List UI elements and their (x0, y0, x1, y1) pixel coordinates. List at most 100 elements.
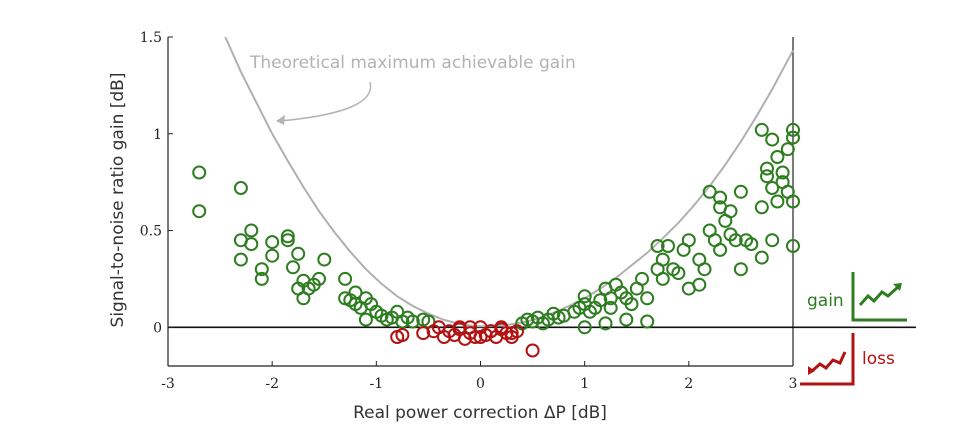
gain-data-point (754, 122, 769, 137)
gain-data-point (786, 194, 800, 209)
loss-data-point (452, 322, 467, 337)
gain-data-point (233, 252, 248, 267)
gain-data-point (760, 169, 774, 184)
y-tick-label: 1 (153, 127, 162, 143)
gain-data-point (244, 223, 259, 238)
loss-trend-icon (800, 333, 855, 386)
loss-data-point (483, 324, 498, 339)
loss-arrowhead-icon (808, 366, 815, 375)
gain-data-point (765, 181, 780, 195)
annotation-arrowhead (276, 115, 285, 125)
gain-data-point (358, 312, 373, 327)
gain-data-point (681, 233, 696, 248)
gain-data-point (650, 239, 665, 253)
loss-legend: loss (800, 333, 895, 386)
gain-data-point (233, 181, 248, 195)
gain-data-point (338, 271, 353, 286)
gain-data-point (244, 237, 259, 252)
gain-data-point (728, 233, 743, 248)
gain-data-point (577, 320, 592, 335)
gain-data-point (671, 266, 686, 281)
gain-data-point (661, 239, 675, 253)
gain-data-point (603, 291, 618, 306)
gain-arrowhead-icon (893, 283, 902, 291)
gain-data-point (192, 165, 207, 180)
y-axis-ticks: 0 0.5 1 1.5 (140, 30, 173, 336)
gain-data-point (765, 132, 780, 147)
x-tick-label: -1 (370, 376, 384, 392)
data-points (192, 122, 800, 358)
y-tick-label: 0 (153, 320, 162, 336)
loss-data-point (431, 320, 446, 335)
gain-legend-label: gain (807, 291, 844, 311)
gain-data-point (577, 289, 592, 304)
gain-data-point (780, 142, 795, 157)
loss-data-point (525, 343, 540, 358)
gain-data-point (280, 229, 295, 244)
y-axis-label: Signal-to-noise ratio gain [dB] (108, 73, 128, 328)
axes-frame (167, 37, 794, 367)
annotation-arrow (279, 81, 372, 122)
gain-data-point (640, 291, 655, 306)
gain-data-point (754, 250, 769, 265)
gain-data-point (786, 239, 800, 253)
gain-trend-icon (851, 272, 907, 322)
gain-data-point (254, 271, 269, 286)
gain-data-point (754, 200, 769, 215)
x-tick-label: 2 (684, 376, 693, 392)
gain-data-point (405, 314, 420, 329)
x-tick-label: -3 (161, 376, 175, 392)
gain-data-point (655, 271, 670, 286)
gain-data-point (702, 184, 717, 199)
gain-data-point (192, 204, 207, 219)
gain-data-point (593, 293, 608, 308)
gain-data-point (635, 271, 649, 286)
gain-data-point (733, 184, 748, 199)
gain-legend: gain (807, 272, 907, 322)
gain-data-point (254, 262, 269, 277)
gain-data-point (786, 122, 800, 137)
loss-zigzag-icon (811, 351, 847, 373)
gain-data-point (713, 242, 728, 257)
gain-data-point (765, 233, 780, 248)
gain-data-point (291, 246, 306, 261)
y-tick-label: 0.5 (140, 224, 162, 240)
gain-data-point (713, 190, 728, 205)
gain-data-point (692, 277, 707, 292)
gain-data-point (265, 248, 280, 263)
loss-data-point (395, 328, 410, 342)
x-tick-label: 3 (789, 376, 798, 392)
gain-data-point (697, 262, 712, 277)
gain-data-point (603, 300, 618, 315)
x-axis-ticks: -3 -2 -1 0 1 2 3 (161, 361, 797, 392)
loss-legend-label: loss (862, 349, 895, 369)
gain-data-point (280, 233, 295, 248)
curve-annotation: Theoretical maximum achievable gain (249, 53, 576, 73)
gain-data-point (733, 262, 748, 277)
gain-data-point (775, 165, 790, 180)
gain-data-point (770, 194, 785, 209)
gain-data-point (265, 235, 280, 250)
gain-data-point (760, 161, 774, 176)
gain-data-point (786, 130, 800, 145)
y-tick-label: 1.5 (140, 30, 162, 46)
gain-data-point (624, 297, 639, 312)
x-axis-label: Real power correction ΔP [dB] (353, 403, 607, 423)
loss-data-point (463, 320, 478, 335)
loss-data-point (504, 326, 519, 341)
gain-data-point (317, 252, 332, 267)
loss-data-point (416, 326, 431, 341)
x-tick-label: 1 (580, 376, 589, 392)
x-tick-label: -2 (265, 376, 279, 392)
gain-data-point (619, 312, 634, 327)
gain-data-point (655, 252, 670, 267)
x-tick-label: 0 (476, 376, 485, 392)
gain-data-point (640, 314, 655, 329)
gain-data-point (598, 316, 613, 331)
gain-data-point (744, 237, 759, 252)
gain-data-point (723, 204, 738, 219)
gain-data-point (286, 260, 300, 275)
gain-data-point (770, 150, 785, 164)
gain-data-point (312, 271, 326, 286)
